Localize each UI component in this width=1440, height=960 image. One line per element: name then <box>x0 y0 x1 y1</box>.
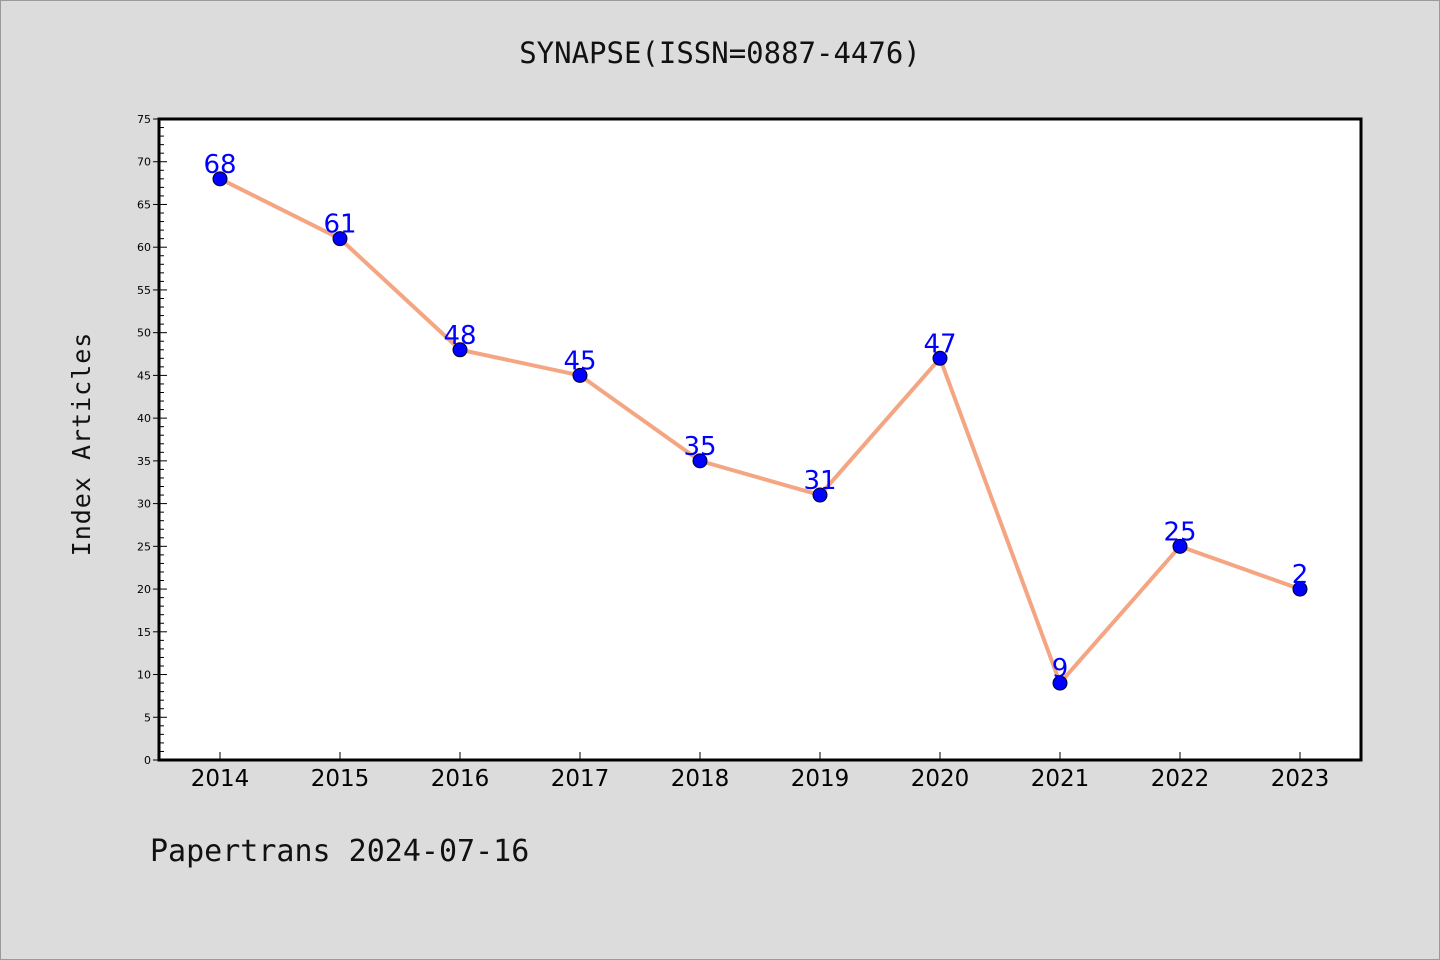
x-tick-label: 2019 <box>791 766 850 792</box>
data-label: 68 <box>203 150 236 180</box>
y-tick-label: 40 <box>137 412 151 425</box>
x-tick-label: 2016 <box>431 766 490 792</box>
series-line <box>219 177 1301 686</box>
y-tick-label: 30 <box>137 498 151 511</box>
data-point <box>332 231 348 247</box>
y-axis-label: Index Articles <box>67 332 96 557</box>
y-tick-label: 75 <box>137 113 151 126</box>
x-tick-label: 2014 <box>191 766 250 792</box>
data-label: 25 <box>1163 517 1196 547</box>
y-tick-label: 65 <box>137 198 151 211</box>
data-point <box>572 367 588 383</box>
x-tick-label: 2015 <box>311 766 370 792</box>
chart-title: SYNAPSE(ISSN=0887-4476) <box>519 36 921 70</box>
x-tick-label: 2021 <box>1031 766 1090 792</box>
data-point <box>1292 581 1308 597</box>
data-label: 2 <box>1292 560 1309 590</box>
y-tick-label: 20 <box>137 583 151 596</box>
data-point <box>452 342 468 358</box>
x-tick-label: 2022 <box>1151 766 1210 792</box>
data-label: 61 <box>323 210 356 240</box>
data-label: 47 <box>923 329 956 359</box>
footer-credit: Papertrans 2024-07-16 <box>150 834 530 869</box>
data-point <box>812 487 828 503</box>
markers-group <box>212 171 1308 691</box>
y-tick-label: 10 <box>137 669 151 682</box>
y-tick-label: 45 <box>137 369 151 382</box>
plot-area <box>157 117 1363 762</box>
x-tick-label: 2017 <box>551 766 610 792</box>
data-label: 45 <box>563 346 596 376</box>
data-point <box>692 453 708 469</box>
data-label: 35 <box>683 432 716 462</box>
y-tick-label: 15 <box>137 626 151 639</box>
y-axis: 0 5 10 15 20 25 30 35 40 45 50 55 60 65 70 75 <box>137 113 167 767</box>
data-point <box>932 350 948 366</box>
series-line-group <box>219 177 1301 686</box>
data-label: 48 <box>443 321 476 351</box>
data-label: 9 <box>1052 654 1069 684</box>
y-tick-label: 55 <box>137 284 151 297</box>
y-tick-label: 50 <box>137 327 151 340</box>
y-tick-label: 25 <box>137 540 151 553</box>
x-tick-label: 2020 <box>911 766 970 792</box>
data-point <box>1052 675 1068 691</box>
x-axis: 2014 2015 2016 2017 2018 2019 2020 2021 2022 2023 <box>191 752 1330 792</box>
data-point <box>212 171 228 187</box>
data-labels-group: 68 61 48 45 35 31 47 9 25 2 <box>203 150 1308 684</box>
x-tick-label: 2023 <box>1271 766 1330 792</box>
y-tick-label: 60 <box>137 241 151 254</box>
data-label: 31 <box>803 466 836 496</box>
y-tick-label: 35 <box>137 455 151 468</box>
data-point <box>1172 538 1188 554</box>
y-tick-label: 70 <box>137 156 151 169</box>
y-tick-label: 0 <box>144 754 151 767</box>
x-tick-label: 2018 <box>671 766 730 792</box>
y-tick-label: 5 <box>144 711 151 724</box>
